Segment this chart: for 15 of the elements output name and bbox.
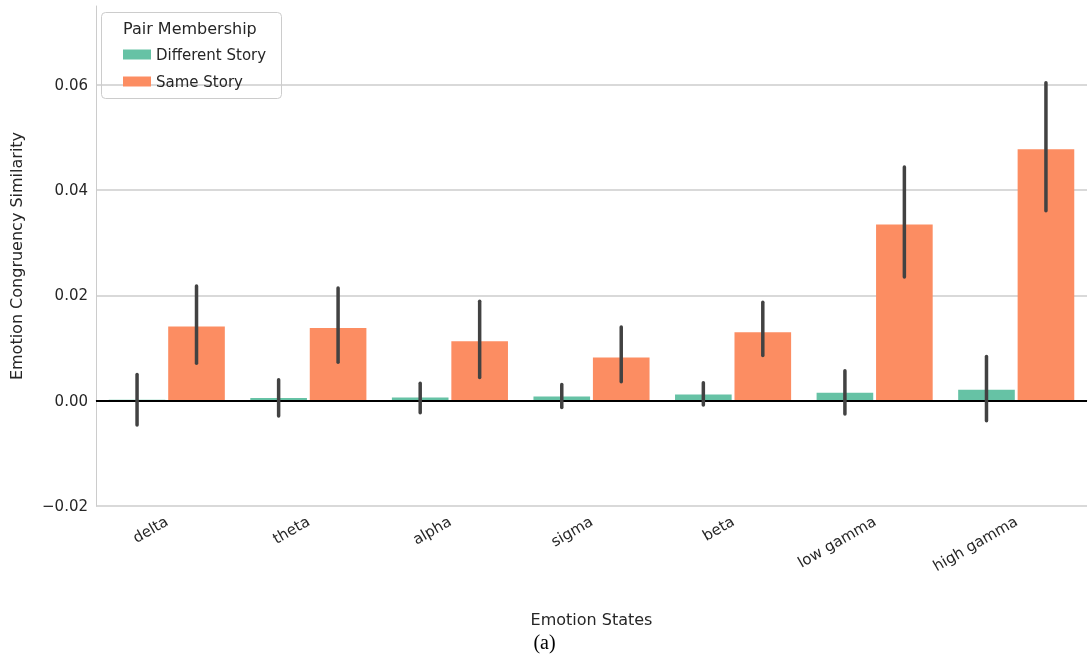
legend-label: Different Story bbox=[156, 45, 267, 64]
y-tick-label: 0.06 bbox=[54, 75, 88, 94]
x-axis-title: Emotion States bbox=[530, 609, 653, 629]
legend-title: Pair Membership bbox=[123, 18, 257, 38]
y-axis-title: Emotion Congruency Similarity bbox=[6, 131, 26, 381]
x-tick-label: delta bbox=[129, 512, 172, 547]
x-tick-label: theta bbox=[269, 512, 313, 548]
legend-label: Same Story bbox=[156, 72, 244, 91]
y-tick-label: −0.02 bbox=[42, 497, 88, 515]
y-tick-label: 0.04 bbox=[54, 181, 88, 200]
x-tick-label: beta bbox=[699, 512, 738, 545]
text: (a) bbox=[533, 631, 556, 654]
y-tick-label: 0.00 bbox=[54, 391, 88, 410]
y-tick-label: 0.02 bbox=[54, 286, 88, 305]
x-tick-label: alpha bbox=[409, 512, 455, 549]
